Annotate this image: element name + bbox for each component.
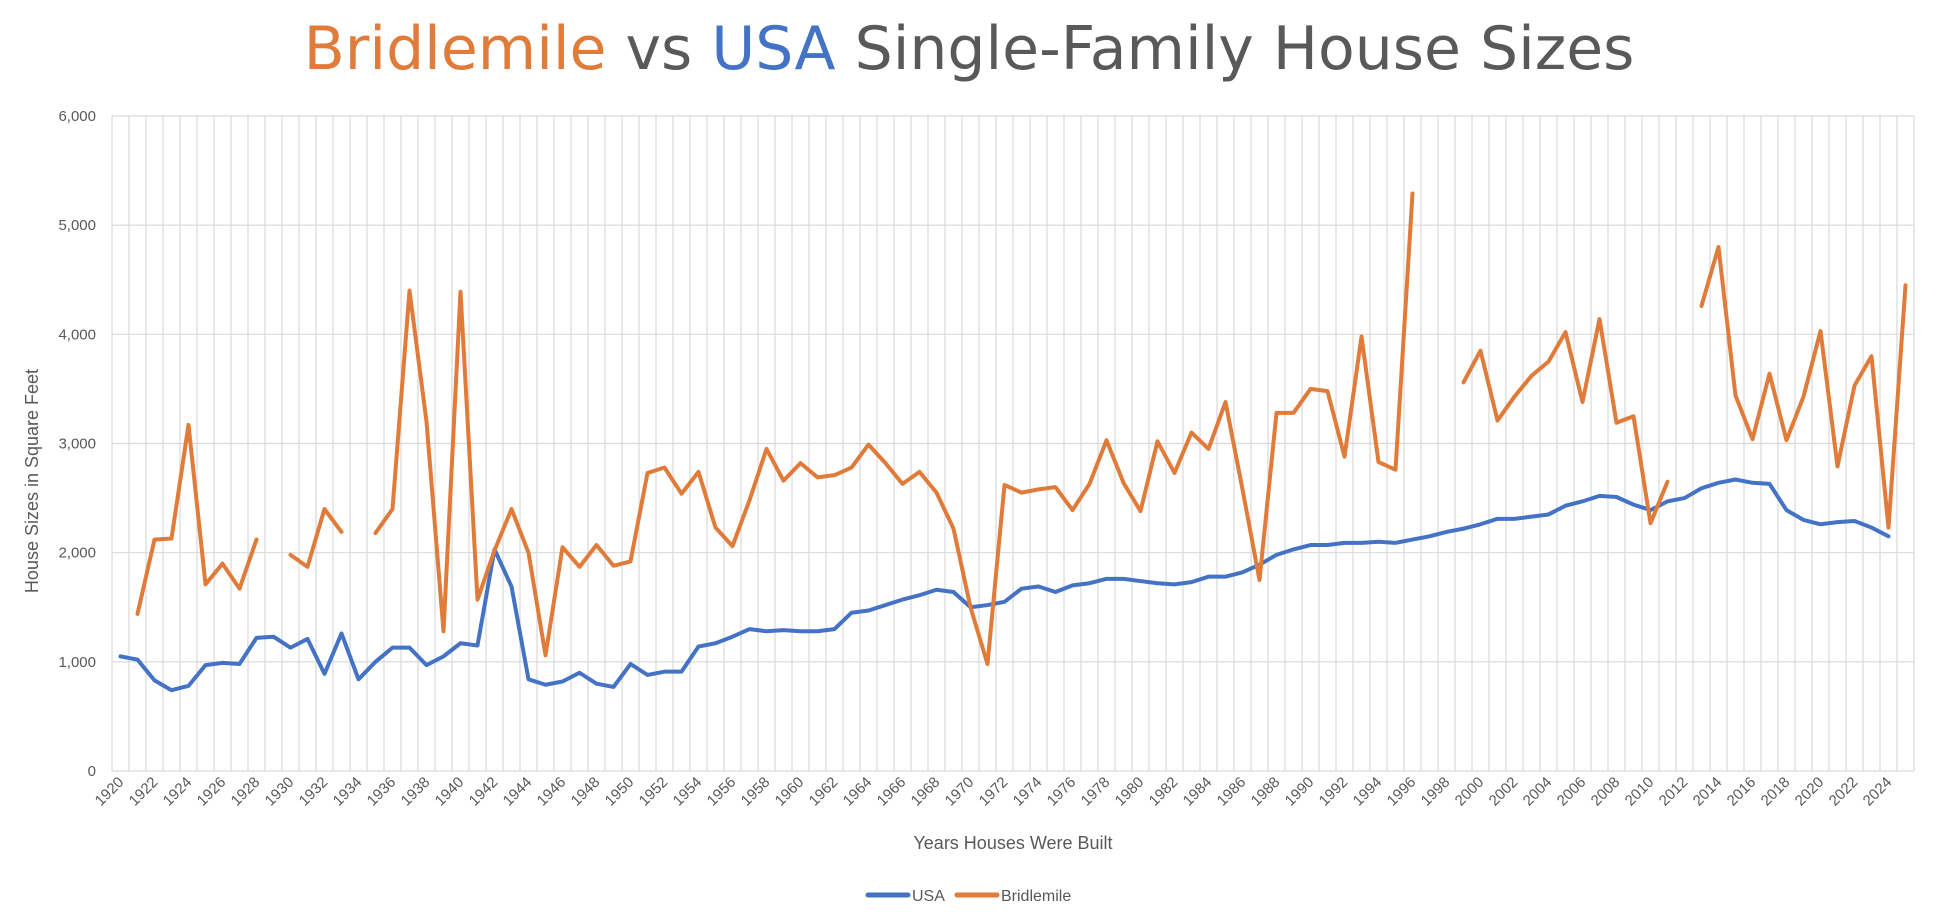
x-tick-label: 1984 xyxy=(1180,774,1216,810)
title-bridlemile: Bridlemile xyxy=(303,14,607,84)
x-tick-label: 1974 xyxy=(1010,774,1046,810)
x-tick-label: 2024 xyxy=(1860,774,1896,810)
gridlines xyxy=(111,115,1915,772)
x-tick-label: 1948 xyxy=(568,774,604,810)
y-tick-label: 3,000 xyxy=(58,436,96,453)
x-tick-label: 1988 xyxy=(1248,774,1284,810)
x-tick-label: 1946 xyxy=(534,774,570,810)
x-tick-label: 2000 xyxy=(1452,774,1488,810)
x-tick-label: 1980 xyxy=(1112,774,1148,810)
x-tick-label: 1940 xyxy=(432,774,468,810)
x-tick-label: 1968 xyxy=(908,774,944,810)
legend-bridlemile-label: Bridlemile xyxy=(1001,888,1071,905)
legend-usa-label: USA xyxy=(912,888,945,905)
x-tick-label: 1990 xyxy=(1282,774,1318,810)
x-axis-ticks: 1920192219241926192819301932193419361938… xyxy=(92,774,1896,810)
x-tick-label: 1962 xyxy=(806,774,842,810)
y-tick-label: 6,000 xyxy=(58,108,96,125)
x-tick-label: 1934 xyxy=(330,774,366,810)
series-line-segment xyxy=(118,477,1891,693)
x-tick-label: 2012 xyxy=(1656,774,1692,810)
title-vs: vs xyxy=(606,14,712,84)
x-tick-label: 1930 xyxy=(262,774,298,810)
series-lines xyxy=(118,191,1908,693)
x-tick-label: 1926 xyxy=(194,774,230,810)
x-tick-label: 2020 xyxy=(1792,774,1828,810)
x-tick-label: 1982 xyxy=(1146,774,1182,810)
x-tick-label: 2008 xyxy=(1588,774,1624,810)
y-tick-label: 0 xyxy=(88,763,96,780)
y-axis-title: House Sizes in Square Feet xyxy=(22,369,42,593)
x-tick-label: 1924 xyxy=(160,774,196,810)
x-tick-label: 1964 xyxy=(840,774,876,810)
x-tick-label: 1970 xyxy=(942,774,978,810)
series-line-segment xyxy=(288,507,344,569)
legend: USA Bridlemile xyxy=(865,888,1071,905)
x-tick-label: 1960 xyxy=(772,774,808,810)
x-tick-label: 1976 xyxy=(1044,774,1080,810)
x-tick-label: 1972 xyxy=(976,774,1012,810)
chart-title: Bridlemile vs USA Single-Family House Si… xyxy=(0,14,1938,84)
x-tick-label: 1956 xyxy=(704,774,740,810)
x-tick-label: 2002 xyxy=(1486,774,1522,810)
x-tick-label: 2004 xyxy=(1520,774,1556,810)
y-tick-label: 2,000 xyxy=(58,545,96,562)
title-usa: USA xyxy=(711,14,836,84)
series-line-segment xyxy=(1699,245,1908,530)
x-tick-label: 1938 xyxy=(398,774,434,810)
x-tick-label: 1952 xyxy=(636,774,672,810)
series-line-segment xyxy=(135,422,259,616)
y-tick-label: 1,000 xyxy=(58,654,96,671)
x-tick-label: 1932 xyxy=(296,774,332,810)
x-tick-label: 1950 xyxy=(602,774,638,810)
x-tick-label: 1942 xyxy=(466,774,502,810)
series-line-segment xyxy=(373,191,1415,667)
title-rest: Single-Family House Sizes xyxy=(835,14,1635,84)
x-tick-label: 1966 xyxy=(874,774,910,810)
x-tick-label: 1996 xyxy=(1384,774,1420,810)
y-tick-label: 4,000 xyxy=(58,326,96,343)
x-axis-title: Years Houses Were Built xyxy=(913,833,1112,853)
x-tick-label: 1958 xyxy=(738,774,774,810)
x-tick-label: 2016 xyxy=(1724,774,1760,810)
x-tick-label: 1998 xyxy=(1418,774,1454,810)
x-tick-label: 1954 xyxy=(670,774,706,810)
x-tick-label: 1992 xyxy=(1316,774,1352,810)
x-tick-label: 1922 xyxy=(126,774,162,810)
series-usa xyxy=(118,477,1891,693)
x-tick-label: 2018 xyxy=(1758,774,1794,810)
series-line-segment xyxy=(1461,317,1670,526)
x-tick-label: 2022 xyxy=(1826,774,1862,810)
y-axis-ticks: 0 1,000 2,000 3,000 4,000 5,000 6,000 xyxy=(58,108,96,780)
x-tick-label: 1994 xyxy=(1350,774,1386,810)
x-tick-label: 1986 xyxy=(1214,774,1250,810)
x-tick-label: 1928 xyxy=(228,774,264,810)
x-tick-label: 1936 xyxy=(364,774,400,810)
x-tick-label: 2006 xyxy=(1554,774,1590,810)
x-tick-label: 1920 xyxy=(92,774,128,810)
x-tick-label: 1944 xyxy=(500,774,536,810)
x-tick-label: 2010 xyxy=(1622,774,1658,810)
x-tick-label: 2014 xyxy=(1690,774,1726,810)
series-bridlemile xyxy=(135,191,1908,667)
y-tick-label: 5,000 xyxy=(58,217,96,234)
x-tick-label: 1978 xyxy=(1078,774,1114,810)
